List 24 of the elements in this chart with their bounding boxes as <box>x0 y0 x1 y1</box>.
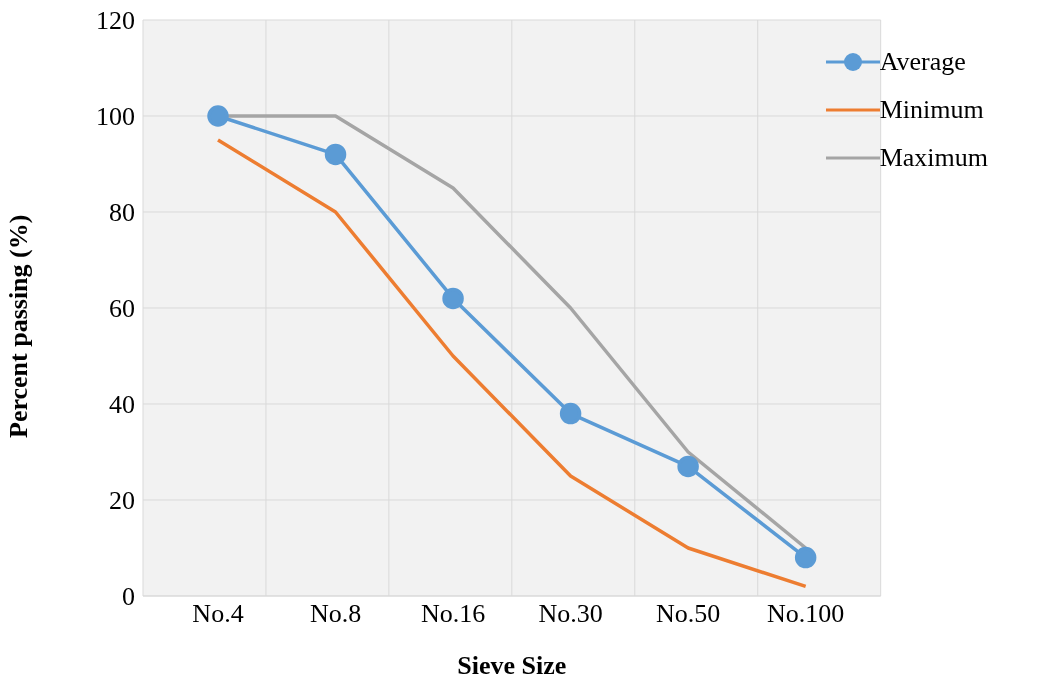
y-axis-title: Percent passing (%) <box>4 214 34 438</box>
x-tick-label: No.8 <box>309 599 362 629</box>
x-tick-label: No.50 <box>655 599 721 629</box>
y-tick-label: 60 <box>109 294 135 324</box>
y-tick-label: 80 <box>109 198 135 228</box>
point <box>207 105 229 127</box>
y-tick-label: 100 <box>96 102 135 132</box>
legend-label: Average <box>879 47 966 77</box>
y-tick-label: 120 <box>96 6 135 36</box>
y-tick-label: 40 <box>109 390 135 420</box>
legend-label: Minimum <box>879 95 984 125</box>
point <box>442 287 464 310</box>
point <box>794 546 817 569</box>
x-tick-label: No.16 <box>420 599 486 629</box>
x-axis-title: Sieve Size <box>457 651 567 680</box>
x-tick-label: No.100 <box>767 599 845 629</box>
point <box>559 402 582 425</box>
y-tick-label: 20 <box>109 486 135 516</box>
legend-label: Maximum <box>879 143 988 173</box>
point <box>324 143 347 166</box>
x-tick-label: No.30 <box>538 599 603 629</box>
y-tick-label: 0 <box>122 582 135 612</box>
x-tick-label: No.4 <box>192 599 244 629</box>
point <box>677 455 699 478</box>
